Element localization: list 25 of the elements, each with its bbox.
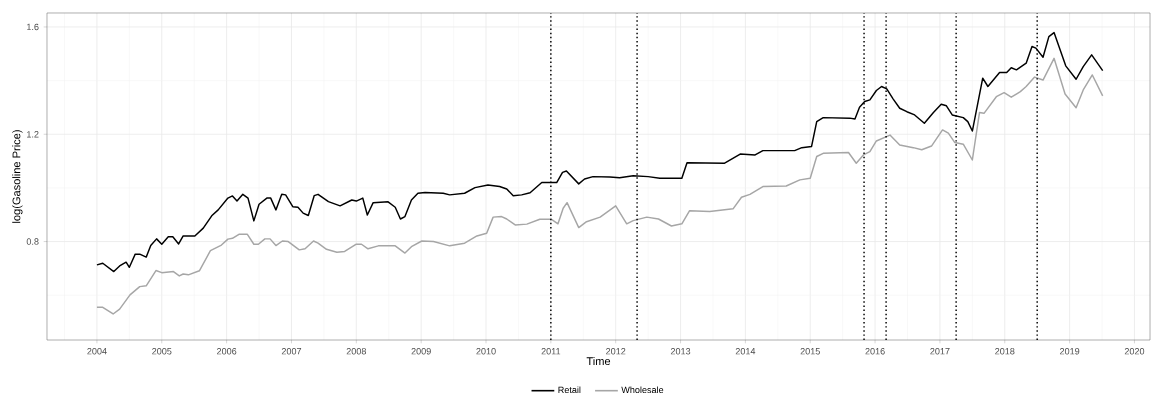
- y-tick-label: 1.2: [27, 131, 39, 138]
- x-tick-label: 2009: [411, 348, 431, 355]
- x-tick-label: 2016: [865, 348, 885, 355]
- x-tick-label: 2007: [281, 348, 302, 355]
- legend-label: Retail: [558, 386, 581, 394]
- x-tick-label: 2011: [541, 348, 561, 355]
- x-tick-label: 2012: [606, 348, 626, 355]
- y-tick-label: 1.6: [27, 23, 39, 31]
- x-tick-label: 2014: [735, 348, 756, 355]
- x-tick-label: 2015: [800, 348, 820, 355]
- y-tick-label: 0.8: [26, 238, 39, 245]
- y-axis-title: log(Gasoline Price): [12, 130, 23, 223]
- x-tick-label: 2018: [995, 348, 1015, 355]
- x-tick-label: 2013: [670, 348, 691, 355]
- x-tick-label: 2006: [217, 348, 237, 355]
- legend-label: Wholesale: [621, 386, 664, 394]
- x-tick-label: 2019: [1059, 348, 1080, 355]
- line-series: [96, 57, 1104, 315]
- x-tick-label: 2020: [1124, 348, 1145, 355]
- x-tick-label: 2004: [87, 348, 107, 355]
- x-tick-label: 2017: [930, 348, 950, 355]
- x-axis-title: Time: [586, 356, 611, 366]
- x-tick-label: 2010: [476, 348, 496, 355]
- x-tick-label: 2008: [346, 348, 367, 355]
- x-tick-label: 2005: [152, 348, 172, 355]
